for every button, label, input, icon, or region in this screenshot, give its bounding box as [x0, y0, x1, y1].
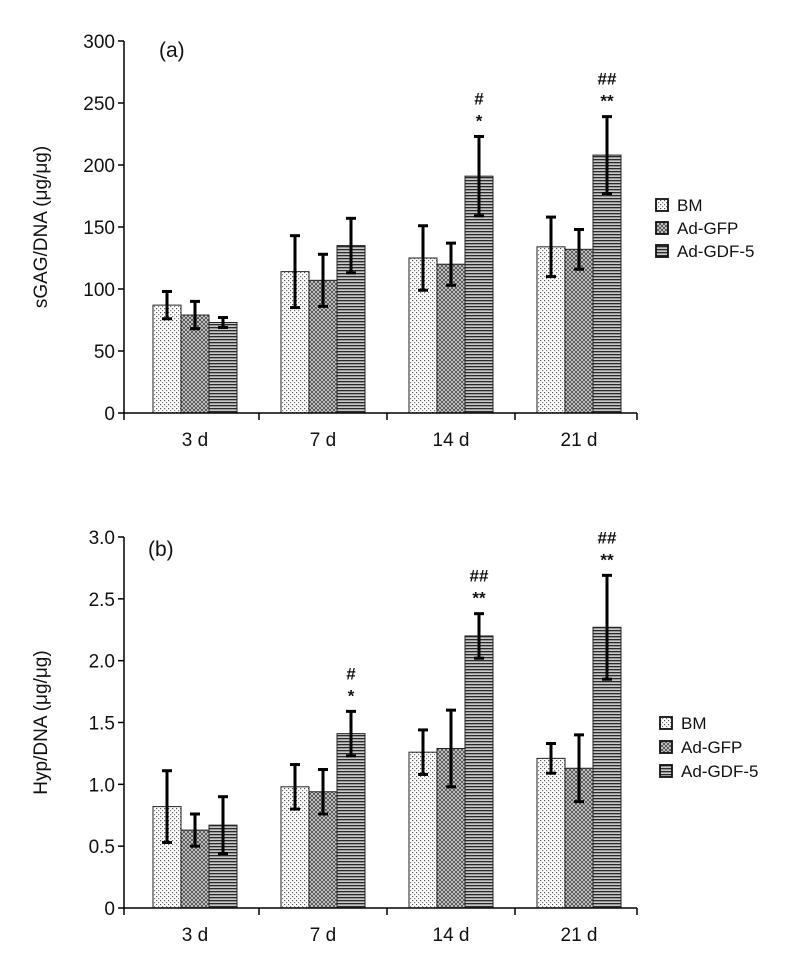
- panel-label: (b): [148, 538, 174, 561]
- x-tick-label: 21 d: [561, 430, 598, 451]
- y-tick-label: 1.0: [89, 775, 115, 796]
- bar: [408, 751, 438, 909]
- significance-mark: ##: [470, 567, 489, 586]
- bar: [592, 154, 622, 414]
- bar: [436, 263, 466, 414]
- chart-panel-a: 0 50 100 150 200 250 300 3 d 7 d 14 d 21 d sGAG/DNA…: [31, 32, 754, 451]
- x-tick-label: 14 d: [433, 925, 470, 946]
- chart-panel-b: 0 0.5 1.0 1.5 2.0 2.5 3.0 3 d 7 d 14 d 21 d Hyp/DNA…: [31, 528, 758, 946]
- x-tick-label: 3 d: [182, 925, 208, 946]
- y-tick-label: 300: [83, 32, 115, 53]
- legend-label: Ad-GFP: [681, 738, 742, 757]
- y-tick-label: 150: [83, 218, 115, 239]
- x-tick-label: 7 d: [310, 925, 336, 946]
- y-tick-label: 2.0: [89, 652, 115, 673]
- legend-label: Ad-GFP: [677, 219, 738, 238]
- bar: [464, 635, 494, 909]
- significance-mark: **: [600, 550, 614, 569]
- bar: [536, 757, 566, 909]
- significance-mark: ##: [598, 70, 617, 89]
- legend-swatch: [655, 221, 669, 235]
- legend-swatch: [659, 764, 673, 778]
- significance-mark: ##: [598, 528, 617, 547]
- legend-swatch: [659, 716, 673, 730]
- y-axis-label: Hyp/DNA (μg/μg): [31, 650, 52, 794]
- significance-mark: **: [472, 589, 486, 608]
- x-tick-label: 14 d: [433, 430, 470, 451]
- legend-swatch: [659, 740, 673, 754]
- y-axis-label: sGAG/DNA (μg/μg): [31, 146, 52, 308]
- y-tick-label: 2.5: [89, 590, 115, 611]
- legend-label: BM: [677, 196, 703, 215]
- x-tick-label: 3 d: [182, 430, 208, 451]
- y-tick-label: 1.5: [89, 714, 115, 735]
- legend-swatch: [655, 244, 669, 258]
- y-tick-label: 200: [83, 156, 115, 177]
- y-tick-label: 0.5: [89, 837, 115, 858]
- legend-label: Ad-GDF-5: [681, 762, 758, 781]
- bar: [336, 733, 366, 909]
- y-tick-label: 250: [83, 94, 115, 115]
- y-tick-label: 3.0: [89, 528, 115, 549]
- bar: [152, 304, 182, 414]
- legend-label: Ad-GDF-5: [677, 242, 754, 261]
- legend-swatch: [655, 198, 669, 212]
- bar: [208, 321, 238, 414]
- y-tick-label: 0: [104, 404, 115, 425]
- legend-label: BM: [681, 714, 707, 733]
- significance-mark: *: [476, 111, 483, 130]
- y-tick-label: 100: [83, 280, 115, 301]
- significance-mark: #: [346, 664, 356, 683]
- x-tick-label: 7 d: [310, 430, 336, 451]
- panel-label: (a): [159, 39, 185, 62]
- significance-mark: *: [348, 686, 355, 705]
- significance-mark: #: [474, 89, 484, 108]
- significance-mark: **: [600, 92, 614, 111]
- x-tick-label: 21 d: [561, 925, 598, 946]
- y-tick-label: 50: [94, 342, 115, 363]
- y-tick-label: 0: [104, 899, 115, 920]
- bar: [564, 248, 594, 414]
